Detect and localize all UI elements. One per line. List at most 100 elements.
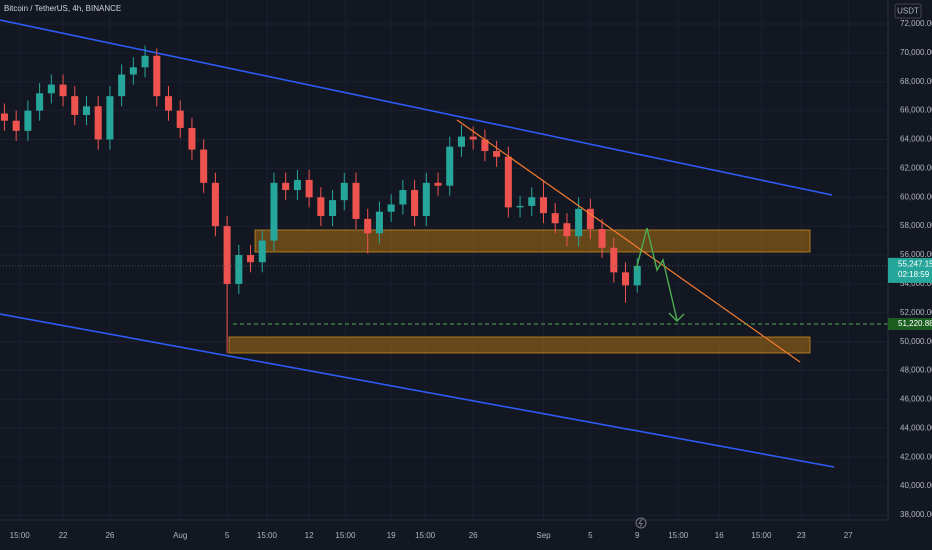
axis-labels: 38,000.00 40,000.00 42,000.00 44,000.00 46,0… (10, 19, 932, 540)
candle-body (516, 205, 524, 208)
candle-body (387, 204, 395, 212)
x-tick-label: 16 (715, 531, 724, 540)
y-tick-label: 40,000.00 (900, 481, 932, 490)
candle-body (24, 110, 32, 131)
x-tick-label: 15:00 (415, 531, 436, 540)
candle-body (47, 84, 55, 94)
y-tick-label: 62,000.00 (900, 163, 932, 172)
x-tick-label: 12 (305, 531, 314, 540)
candle-body (258, 240, 266, 263)
x-tick-label: 5 (225, 531, 230, 540)
chart-title: Bitcoin / TetherUS, 4h, BINANCE (4, 4, 121, 13)
y-tick-label: 48,000.00 (900, 366, 932, 375)
x-tick-label: 9 (635, 531, 640, 540)
x-tick-label: 15:00 (335, 531, 356, 540)
candle-body (539, 197, 548, 214)
support-zone (228, 336, 811, 354)
level-label: 51,220.88 (898, 319, 932, 328)
candle-body (621, 272, 630, 286)
trendline (456, 119, 801, 363)
candle-body (352, 182, 360, 219)
candle-body (563, 223, 571, 237)
y-tick-label: 68,000.00 (900, 77, 932, 86)
y-tick-label: 54,000.00 (900, 279, 932, 288)
candle-body (633, 265, 641, 286)
candle-body (188, 127, 196, 150)
candle-body (247, 255, 255, 263)
y-tick-label: 56,000.00 (900, 250, 932, 259)
candle-body (12, 120, 20, 131)
candle-body (422, 182, 430, 217)
candle-body (504, 156, 512, 208)
candle-body (36, 93, 44, 111)
projection-path (635, 227, 678, 321)
grid (0, 0, 888, 520)
y-tick-label: 46,000.00 (900, 395, 932, 404)
candle-body (106, 96, 114, 140)
candle-body (164, 96, 173, 111)
resistance-zone (254, 229, 811, 253)
candle-body (610, 247, 618, 273)
currency-box (894, 3, 922, 19)
candle-body (375, 211, 383, 234)
channel-lower (0, 313, 835, 468)
last-price-tag (888, 257, 932, 283)
y-tick-label: 50,000.00 (900, 337, 932, 346)
candle-body (59, 84, 67, 97)
candle-body (94, 106, 102, 140)
candle-body (235, 255, 243, 284)
x-tick-label: 15:00 (257, 531, 278, 540)
candle-body (71, 96, 79, 115)
y-tick-label: 64,000.00 (900, 135, 932, 144)
candle-body (305, 179, 313, 198)
y-tick-label: 72,000.00 (900, 19, 932, 28)
replay-icon-bolt (638, 518, 643, 528)
candle-body (293, 179, 301, 191)
candle-body (129, 67, 137, 75)
x-tick-label: 15:00 (751, 531, 772, 540)
currency: USDT (897, 7, 919, 16)
candle-body (364, 218, 372, 234)
candle-body (141, 55, 149, 68)
candle-body (200, 149, 208, 183)
y-tick-label: 58,000.00 (900, 221, 932, 230)
x-tick-label: 23 (797, 531, 806, 540)
candle-body (282, 182, 290, 191)
candle-body (457, 136, 465, 147)
y-tick-label: 52,000.00 (900, 308, 932, 317)
x-tick-label: 22 (59, 531, 68, 540)
y-tick-label: 42,000.00 (900, 452, 932, 461)
candle-body (211, 182, 219, 227)
y-tick-label: 60,000.00 (900, 192, 932, 201)
replay-icon[interactable] (635, 517, 647, 529)
x-tick-label: 15:00 (668, 531, 689, 540)
projection-arrowhead (668, 312, 685, 322)
x-tick-label: 5 (588, 531, 593, 540)
y-tick-label: 44,000.00 (900, 423, 932, 432)
candle-body (0, 113, 8, 121)
candles (0, 45, 641, 354)
candle-body (434, 182, 442, 186)
x-tick-label: 27 (844, 531, 853, 540)
countdown-label: 02:18:59 (898, 270, 930, 279)
channel-upper (0, 19, 833, 196)
candle-body (82, 106, 90, 115)
candle-body (575, 208, 583, 237)
x-tick-label: Aug (173, 531, 187, 540)
last-price-label: 55,247.15 (898, 259, 932, 268)
candle-body (528, 197, 536, 206)
x-tick-label: 26 (105, 531, 114, 540)
candle-body (586, 208, 594, 230)
overlay (0, 265, 888, 325)
candle-body (399, 190, 407, 205)
candle-body (270, 182, 278, 241)
candle-body (118, 74, 126, 97)
candle-body (481, 139, 489, 152)
candle-body (329, 200, 337, 217)
x-tick-label: 15:00 (10, 531, 31, 540)
candle-body (317, 197, 325, 217)
candle-body (446, 146, 454, 186)
